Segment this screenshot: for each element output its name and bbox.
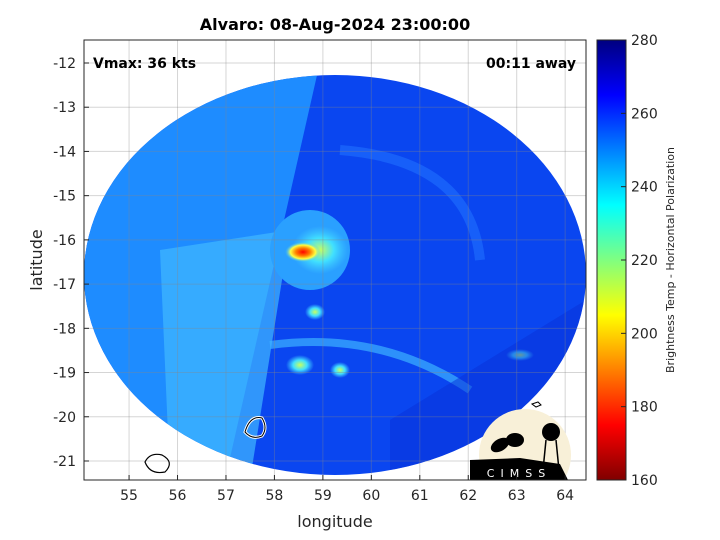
warm-core xyxy=(285,242,321,262)
colorbar-tick-label: 180 xyxy=(631,400,658,416)
colorbar-tick-label: 260 xyxy=(631,106,658,122)
x-tick-label: 63 xyxy=(508,488,526,504)
swath xyxy=(84,75,586,475)
x-axis-label: longitude xyxy=(297,512,372,531)
y-tick-label: -15 xyxy=(53,189,76,205)
x-tick-label: 59 xyxy=(314,488,332,504)
x-tick-label: 64 xyxy=(556,488,574,504)
y-tick-label: -14 xyxy=(53,144,76,160)
away-label: 00:11 away xyxy=(486,56,576,72)
axes-box xyxy=(83,39,587,481)
y-tick-label: -13 xyxy=(53,100,76,116)
cimss-logo: CIMSS xyxy=(470,409,571,480)
x-tick-label: 56 xyxy=(169,488,187,504)
x-tick-label: 57 xyxy=(217,488,235,504)
y-tick-label: -16 xyxy=(53,233,76,249)
x-tick-label: 61 xyxy=(411,488,429,504)
y-axis: -12 -13 -14 -15 -16 -17 -18 -19 -20 -21 xyxy=(53,56,89,470)
colorbar-tick-label: 220 xyxy=(631,253,658,269)
coastline-island xyxy=(144,453,170,474)
logo-text: CIMSS xyxy=(487,467,551,480)
y-tick-label: -20 xyxy=(53,410,76,426)
y-tick-label: -12 xyxy=(53,56,76,72)
y-tick-label: -21 xyxy=(53,454,76,470)
x-tick-label: 55 xyxy=(120,488,138,504)
y-axis-label: latitude xyxy=(27,229,46,290)
y-tick-label: -19 xyxy=(53,366,76,382)
colorbar-tick-label: 200 xyxy=(631,326,658,342)
x-tick-label: 58 xyxy=(266,488,284,504)
colorbar-tick-label: 160 xyxy=(631,473,658,489)
x-tick-label: 60 xyxy=(362,488,380,504)
y-tick-label: -17 xyxy=(53,277,76,293)
x-tick-label: 62 xyxy=(459,488,477,504)
plot-title: Alvaro: 08-Aug-2024 23:00:00 xyxy=(200,15,470,34)
colorbar-ticks: 160 180 200 220 240 260 280 xyxy=(621,33,658,489)
y-tick-label: -18 xyxy=(53,321,76,337)
colorbar-label: Brightness Temp - Horizontal Polarizatio… xyxy=(664,147,677,373)
data-area: CIMSS xyxy=(84,40,586,480)
colorbar-tick-label: 240 xyxy=(631,180,658,196)
vmax-label: Vmax: 36 kts xyxy=(93,56,196,72)
colorbar-tick-label: 280 xyxy=(631,33,658,49)
x-axis: 55 56 57 58 59 60 61 62 63 64 xyxy=(120,475,574,504)
